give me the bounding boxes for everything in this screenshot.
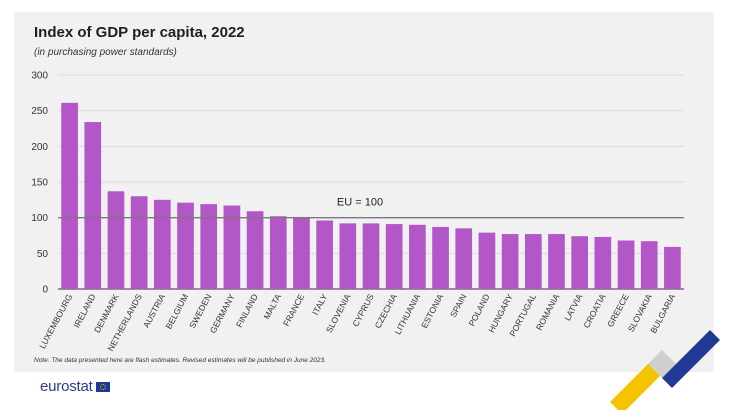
bar: [177, 202, 194, 289]
eu-flag-icon: [95, 381, 110, 392]
y-tick-label: 200: [31, 142, 48, 153]
bar: [501, 234, 519, 289]
bar: [385, 224, 403, 289]
x-tick-label: CZECHIA: [373, 292, 399, 330]
bar: [293, 216, 310, 289]
chart-title: Index of GDP per capita, 2022: [34, 24, 245, 41]
bar: [524, 234, 542, 289]
x-tick-label: LUXEMBOURG: [37, 292, 74, 350]
x-tick-label: SWEDEN: [187, 292, 213, 330]
y-tick-label: 0: [42, 285, 48, 296]
y-tick-label: 150: [31, 178, 48, 189]
x-tick-label: SPAIN: [448, 292, 469, 319]
x-tick-label: IRELAND: [71, 292, 97, 329]
x-tick-label: CROATIA: [581, 292, 607, 330]
x-tick-label: POLAND: [466, 292, 491, 328]
bar: [316, 220, 333, 289]
bar: [455, 228, 473, 289]
y-tick-label: 300: [31, 71, 48, 82]
x-tick-label: ESTONIA: [419, 292, 445, 330]
bar: [664, 246, 681, 289]
bar: [617, 240, 635, 289]
bar: [61, 102, 78, 289]
bar: [107, 191, 125, 289]
bar: [478, 232, 496, 289]
x-tick-label: CYPRUS: [350, 292, 376, 328]
x-tick-label: AUSTRIA: [141, 292, 167, 330]
x-tick-label: GREECE: [605, 292, 631, 329]
bar: [269, 216, 287, 289]
bar: [223, 205, 241, 289]
bar: [640, 241, 658, 289]
footnote: Note: The data presented here are flash …: [34, 357, 326, 364]
bar: [153, 199, 171, 289]
bars: [61, 102, 681, 289]
bar: [409, 224, 426, 289]
chart-panel: [14, 12, 714, 372]
bar: [432, 226, 449, 289]
bar: [571, 236, 589, 289]
y-tick-label: 250: [31, 106, 48, 117]
bar: [246, 211, 264, 289]
reference-line-group: EU = 100: [58, 197, 684, 219]
y-tick-label: 100: [31, 213, 48, 224]
logo-text: eurostat: [40, 378, 93, 395]
x-tick-label: ROMANIA: [534, 292, 562, 332]
x-tick-label: MALTA: [261, 292, 283, 321]
chart-subtitle: (in purchasing power standards): [34, 47, 177, 58]
reference-line-label: EU = 100: [337, 197, 383, 209]
x-tick-label: FINLAND: [234, 292, 260, 329]
eurostat-logo: eurostat: [40, 378, 110, 395]
bar: [594, 236, 612, 289]
x-tick-label: FRANCE: [281, 292, 306, 328]
decorative-stripes-icon: [610, 330, 720, 410]
bar: [548, 234, 565, 289]
bar: [200, 204, 218, 289]
bar: [130, 196, 148, 289]
x-tick-label: ITALY: [310, 292, 329, 317]
bar: [362, 223, 380, 289]
x-axis: LUXEMBOURGIRELANDDENMARKNETHERLANDSAUSTR…: [37, 292, 677, 353]
bar: [84, 122, 102, 289]
bar: [339, 223, 357, 289]
x-tick-label: LATVIA: [562, 292, 584, 322]
y-tick-label: 50: [37, 249, 49, 260]
